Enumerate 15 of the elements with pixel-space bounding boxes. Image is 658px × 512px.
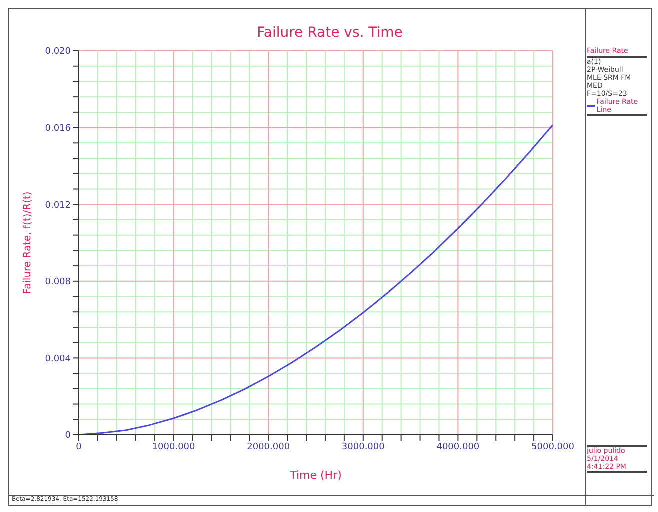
x-tick-label: 4000.000	[436, 442, 480, 452]
y-tick-label: 0.012	[45, 200, 71, 211]
x-axis-title: Time (Hr)	[289, 469, 342, 482]
y-tick-label: 0.004	[45, 354, 72, 364]
y-tick-label: 0.008	[45, 278, 72, 288]
y-tick-label: 0	[65, 431, 72, 442]
y-tick-label: 0.016	[45, 124, 72, 134]
x-tick-label: 0	[76, 442, 82, 452]
y-tick-label: 0.020	[45, 47, 72, 58]
x-tick-label: 2000.000	[247, 442, 290, 452]
x-tick-label: 3000.000	[342, 442, 386, 452]
chart-title: Failure Rate vs. Time	[256, 25, 404, 41]
x-tick-label: 1000.000	[152, 442, 196, 452]
y-axis-title: Failure Rate, f(t)/R(t)	[22, 192, 34, 294]
x-tick-label: 5000.000	[532, 442, 575, 452]
